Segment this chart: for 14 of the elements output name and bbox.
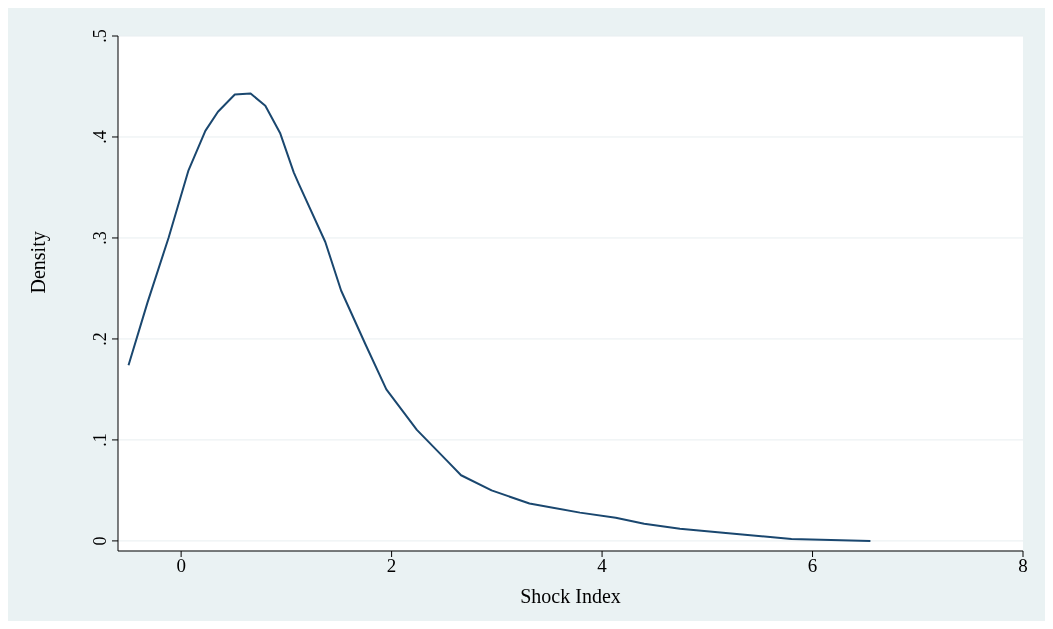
x-tick-label: 0 xyxy=(176,555,186,577)
y-tick-label: .5 xyxy=(90,29,110,43)
y-tick-label: .4 xyxy=(90,130,110,144)
x-tick-label: 4 xyxy=(597,555,608,577)
y-tick-label: .2 xyxy=(90,332,110,346)
x-tick-label: 6 xyxy=(807,555,818,577)
y-axis-title: Density xyxy=(27,231,51,294)
y-tick-label: .1 xyxy=(90,433,110,447)
line-series xyxy=(127,92,872,542)
x-tick-label: 2 xyxy=(386,555,397,577)
x-axis-title: Shock Index xyxy=(520,585,621,607)
x-tick-label: 8 xyxy=(1018,555,1028,577)
y-tick-label: 0 xyxy=(90,536,110,546)
y-tick-label: .3 xyxy=(90,231,110,245)
